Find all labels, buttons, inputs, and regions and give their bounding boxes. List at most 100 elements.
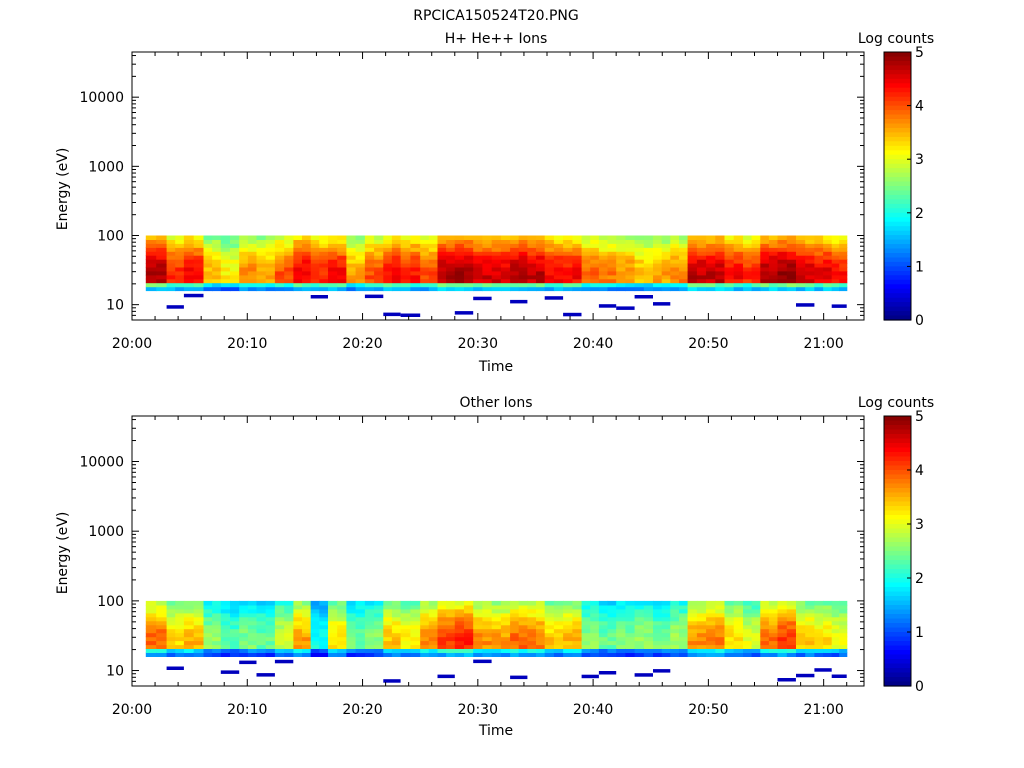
heatmap-cell (706, 270, 716, 276)
colorbar-segment (884, 524, 911, 530)
heatmap-cell (553, 608, 564, 614)
heatmap-cell (706, 278, 716, 284)
heatmap-cell (328, 247, 338, 252)
colorbar-segment (884, 279, 911, 285)
heatmap-cell (768, 251, 779, 256)
heatmap-cell (598, 608, 609, 614)
heatmap-cell (212, 632, 222, 638)
heatmap-cell (839, 644, 848, 649)
heatmap-cell (796, 266, 806, 272)
heatmap-cell (454, 608, 465, 614)
heatmap-cell (203, 274, 213, 280)
heatmap-cell (661, 266, 671, 272)
heatmap-cell (831, 608, 840, 614)
heatmap-cell (410, 278, 421, 284)
heatmap-cell (500, 263, 511, 268)
heatmap-cell (661, 608, 671, 614)
heatmap-cell (598, 255, 609, 260)
heatmap-cell (247, 263, 258, 268)
colorbar-tick-label: 3 (915, 517, 924, 533)
heatmap-cell (706, 640, 716, 646)
colorbar-segment (884, 163, 911, 169)
heatmap-cell (446, 286, 456, 292)
heatmap-cell (145, 632, 157, 638)
heatmap-cell (319, 243, 329, 248)
heatmap-cell (661, 255, 671, 260)
heatmap-cell (156, 247, 168, 252)
heatmap-cell (256, 644, 267, 649)
heatmap-cell (256, 255, 267, 260)
heatmap-cell (510, 604, 520, 610)
heatmap-cell (446, 235, 456, 240)
heatmap-cell (328, 270, 338, 276)
heatmap-cell (805, 270, 815, 276)
heatmap-cell (500, 620, 511, 626)
heatmap-cell (814, 636, 824, 642)
heatmap-cell (500, 628, 511, 634)
heatmap-cell (715, 263, 726, 268)
heatmap-cell (420, 628, 430, 634)
heatmap-cell (634, 235, 645, 240)
heatmap-cell (302, 604, 312, 610)
heatmap-cell (175, 652, 185, 657)
heatmap-cell (687, 247, 698, 252)
heatmap-cell (724, 632, 735, 638)
heatmap-cell (391, 652, 402, 657)
heatmap-cell (446, 648, 456, 653)
colorbar-segment (884, 443, 911, 449)
heatmap-cell (598, 239, 609, 244)
heatmap-cell (536, 612, 546, 618)
heatmap-cell (491, 604, 502, 610)
heatmap-cell (581, 282, 591, 288)
heatmap-cell (581, 286, 591, 292)
heatmap-cell (625, 282, 636, 288)
heatmap-cell (400, 282, 411, 288)
heatmap-cell (183, 616, 195, 622)
colorbar-tick-label: 1 (915, 625, 924, 641)
heatmap-cell (265, 600, 276, 606)
heatmap-cell (420, 648, 430, 653)
heatmap-cell (310, 600, 320, 606)
heatmap-cell (814, 259, 824, 264)
colorbar-label: Log counts (858, 395, 934, 411)
heatmap-cell (590, 616, 600, 622)
heatmap-cell (661, 616, 671, 622)
heatmap-cell (265, 612, 276, 618)
heatmap-cell (563, 636, 573, 642)
heatmap-cell (831, 282, 840, 288)
heatmap-cell (796, 278, 806, 284)
heatmap-cell (446, 612, 456, 618)
heatmap-cell (247, 648, 258, 653)
colorbar-segment (884, 172, 911, 178)
heatmap-cell (536, 266, 546, 272)
heatmap-cell (563, 251, 573, 256)
heatmap-cell (616, 282, 626, 288)
heatmap-cell (814, 640, 824, 646)
heatmap-cell (454, 239, 465, 244)
heatmap-cell (715, 270, 726, 276)
heatmap-cell (510, 270, 520, 276)
heatmap-cell (518, 274, 528, 280)
heatmap-cell (274, 251, 285, 256)
heatmap-cell (491, 255, 502, 260)
heatmap-cell (634, 652, 645, 657)
heatmap-cell (544, 604, 555, 610)
heatmap-cell (661, 624, 671, 630)
heatmap-cell (464, 616, 474, 622)
heatmap-cell (175, 282, 185, 288)
heatmap-cell (653, 644, 663, 649)
heatmap-cell (337, 243, 347, 248)
colorbar-tick-label: 4 (915, 463, 924, 479)
heatmap-cell (328, 628, 338, 634)
heatmap-cell (274, 270, 285, 276)
low-count-cell (220, 670, 240, 674)
heatmap-cell (724, 266, 735, 272)
heatmap-cell (518, 604, 528, 610)
heatmap-cell (364, 612, 375, 618)
heatmap-cell (814, 278, 824, 284)
heatmap-cell (203, 266, 213, 272)
heatmap-cell (768, 652, 779, 657)
heatmap-cell (166, 251, 176, 256)
heatmap-cell (446, 640, 456, 646)
heatmap-cell (643, 251, 654, 256)
